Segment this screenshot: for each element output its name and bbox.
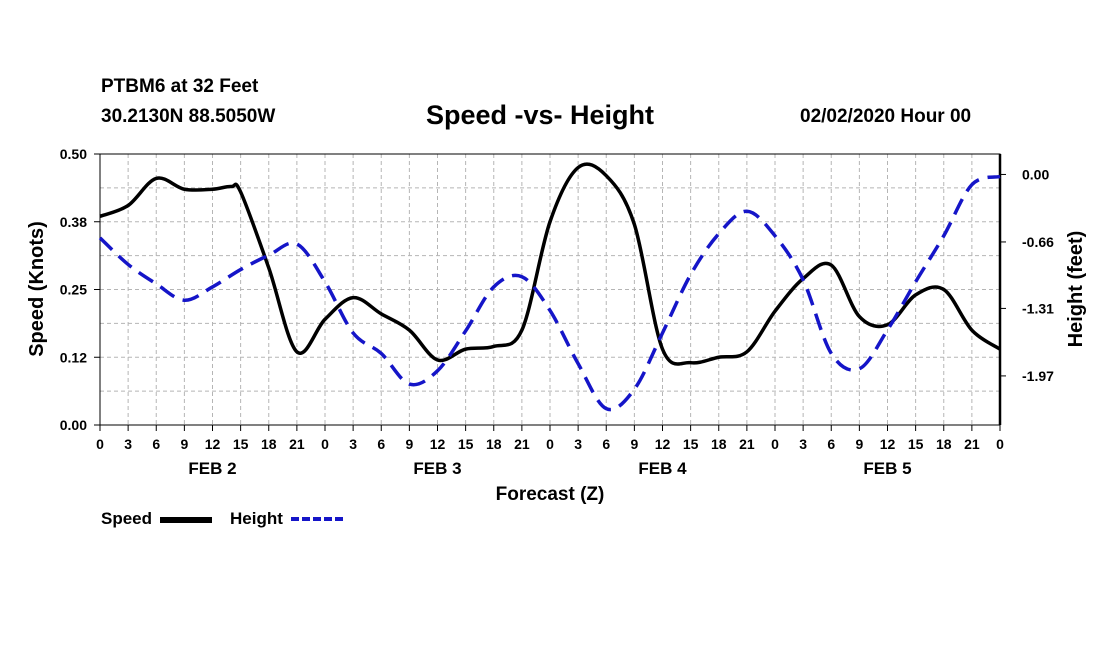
day-label: FEB 4 bbox=[638, 459, 687, 478]
x-axis-label: Forecast (Z) bbox=[496, 484, 605, 505]
x-tick-label: 6 bbox=[602, 436, 610, 452]
legend-height-label: Height bbox=[230, 509, 283, 528]
legend-speed-label: Speed bbox=[101, 509, 153, 528]
x-tick-label: 21 bbox=[514, 436, 530, 452]
axes: 0 3 6 9 12 15 18 21 0 3 6 9 12 15 18 21 0 3 6 9 12 15 18 21 0 3 6 9… bbox=[60, 146, 1054, 478]
day-label: FEB 2 bbox=[188, 459, 236, 478]
y2-tick-label: 0.00 bbox=[1022, 166, 1049, 182]
forecast-timestamp: 02/02/2020 Hour 00 bbox=[800, 106, 972, 127]
day-label: FEB 5 bbox=[863, 459, 911, 478]
legend-speed-swatch bbox=[160, 517, 212, 523]
y2-axis-label: Height (feet) bbox=[1065, 231, 1087, 348]
x-tick-label: 15 bbox=[458, 436, 474, 452]
speed-series-line bbox=[99, 162, 1001, 366]
x-tick-label: 0 bbox=[96, 436, 104, 452]
y-tick-label: 0.25 bbox=[60, 282, 87, 298]
grid-lines bbox=[99, 153, 1001, 426]
x-tick-label: 12 bbox=[430, 436, 446, 452]
x-tick-label: 12 bbox=[655, 436, 671, 452]
x-tick-label: 12 bbox=[205, 436, 221, 452]
x-tick-label: 0 bbox=[321, 436, 329, 452]
x-tick-label: 15 bbox=[908, 436, 924, 452]
y-tick-label: 0.50 bbox=[60, 146, 87, 162]
station-label: PTBM6 at 32 Feet bbox=[101, 76, 259, 97]
y-axis-label: Speed (Knots) bbox=[26, 221, 48, 357]
height-series-line bbox=[98, 174, 1001, 412]
x-tick-label: 9 bbox=[630, 436, 638, 452]
x-tick-label: 6 bbox=[377, 436, 385, 452]
x-tick-label: 21 bbox=[289, 436, 305, 452]
x-tick-label: 0 bbox=[546, 436, 554, 452]
y2-tick-label: -0.66 bbox=[1022, 234, 1054, 250]
x-tick-label: 9 bbox=[180, 436, 188, 452]
x-tick-label: 21 bbox=[739, 436, 755, 452]
x-tick-label: 18 bbox=[261, 436, 277, 452]
series-layer bbox=[98, 162, 1001, 412]
x-tick-label: 3 bbox=[574, 436, 582, 452]
x-tick-label: 18 bbox=[936, 436, 952, 452]
y-tick-label: 0.38 bbox=[60, 214, 87, 230]
coordinates-label: 30.2130N 88.5050W bbox=[101, 106, 276, 127]
y-tick-label: 0.00 bbox=[60, 417, 87, 433]
x-tick-label: 12 bbox=[880, 436, 896, 452]
y-tick-label: 0.12 bbox=[60, 349, 87, 365]
x-tick-label: 9 bbox=[405, 436, 413, 452]
x-tick-label: 3 bbox=[349, 436, 357, 452]
x-tick-label: 3 bbox=[799, 436, 807, 452]
x-tick-label: 15 bbox=[683, 436, 699, 452]
y2-tick-label: -1.31 bbox=[1022, 300, 1054, 316]
y2-tick-label: -1.97 bbox=[1022, 368, 1054, 384]
x-tick-label: 0 bbox=[771, 436, 779, 452]
chart-title: Speed -vs- Height bbox=[426, 100, 655, 130]
x-tick-label: 6 bbox=[827, 436, 835, 452]
day-label: FEB 3 bbox=[413, 459, 461, 478]
legend-height-swatch bbox=[291, 517, 343, 521]
x-tick-label: 0 bbox=[996, 436, 1004, 452]
x-tick-label: 3 bbox=[124, 436, 132, 452]
x-tick-label: 6 bbox=[152, 436, 160, 452]
x-tick-label: 18 bbox=[711, 436, 727, 452]
x-tick-label: 21 bbox=[964, 436, 980, 452]
x-tick-label: 18 bbox=[486, 436, 502, 452]
x-tick-label: 15 bbox=[233, 436, 249, 452]
x-tick-label: 9 bbox=[855, 436, 863, 452]
